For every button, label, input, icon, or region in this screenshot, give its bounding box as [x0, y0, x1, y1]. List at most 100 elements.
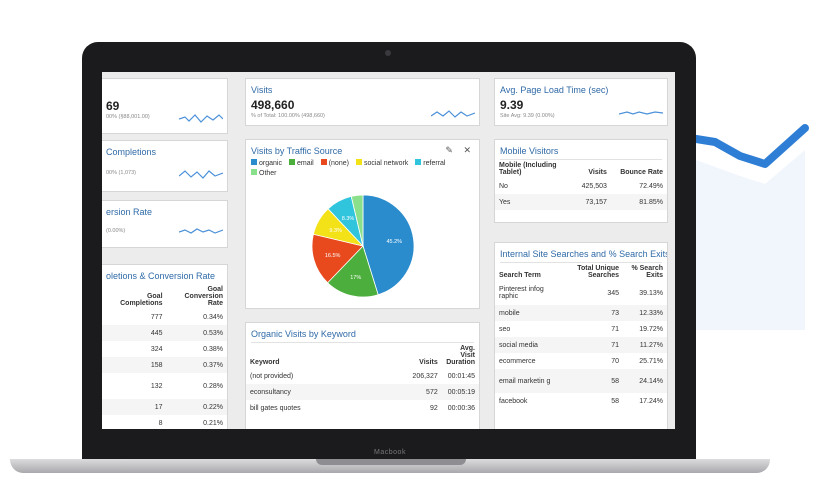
table-cell: email marketin g	[495, 369, 564, 393]
column-header: Visits	[419, 359, 438, 366]
table-cell: 8	[158, 419, 163, 427]
metric-card-3: ersion Rate (0.00%)	[102, 200, 228, 248]
laptop-base	[10, 459, 770, 473]
table-cell: 00:00:36	[447, 404, 475, 412]
legend-swatch	[355, 159, 362, 165]
table-cell: 70	[611, 357, 620, 365]
table-row: 445 0.53%	[102, 325, 227, 341]
traffic-source-card: Visits by Traffic Source ✎ ✕ organic emai…	[245, 139, 480, 309]
table-cell: 25.71%	[639, 357, 663, 365]
column-header: Goal Conversion Rate	[184, 286, 223, 307]
card-title: Internal Site Searches and % Search Exit…	[500, 249, 668, 259]
table-cell: 11.27%	[623, 337, 667, 353]
metric-value: 9.39	[500, 98, 524, 112]
pie-slice-none[interactable]	[311, 233, 364, 284]
legend-label: Other	[259, 170, 277, 177]
sparkline	[619, 111, 663, 115]
column-header: Mobile (Including Tablet)	[499, 162, 557, 176]
pencil-icon[interactable]: ✎	[445, 145, 453, 155]
pie-data-label: 45.2%	[386, 239, 402, 245]
pie-data-label: 8.3%	[342, 216, 355, 222]
divider	[500, 159, 662, 160]
goals-table-card: oletions & Conversion Rate Goal Completi…	[102, 264, 228, 429]
table-cell: 132	[150, 382, 163, 390]
table-cell: 00:01:45	[447, 372, 475, 380]
column-header: Goal Completions	[120, 293, 163, 307]
legend-swatch	[320, 159, 327, 165]
table-row: 324 0.38%	[102, 341, 227, 357]
table-row: 777 0.34%	[102, 309, 227, 325]
column-header: Total Unique Searches	[577, 265, 620, 279]
table-row: social media 71 11.27%	[495, 337, 667, 353]
card-title: Mobile Visitors	[500, 146, 559, 156]
table-cell: 572	[381, 384, 442, 400]
sparkline	[179, 114, 223, 123]
metric-card-2: Completions 00% (1,073)	[102, 140, 228, 192]
table-cell: 206,327	[412, 372, 438, 380]
visits-card: Visits 498,660 % of Total: 100.00% (498,…	[245, 78, 480, 126]
table-cell: 0.37%	[166, 357, 227, 373]
table-cell: ecommerce	[499, 357, 536, 365]
column-header: % Search Exits	[631, 265, 663, 279]
table-cell: (not provided)	[250, 372, 294, 380]
keywords-table: Keyword Visits Avg. Visit Duration (not …	[246, 343, 479, 416]
table-row: econsultancy 572 00:05:19	[246, 384, 479, 400]
table-cell: 17	[102, 399, 167, 415]
card-title: Completions	[106, 147, 157, 157]
table-cell: 71	[611, 325, 620, 333]
legend-item: referral	[415, 159, 446, 167]
analytics-dashboard: 69 00% (§88,001.00) Completions 00% (1,0…	[102, 72, 675, 429]
metric-subtext: 00% (§88,001.00)	[106, 114, 150, 120]
metric-subtext: Site Avg: 9.39 (0.00%)	[500, 113, 555, 119]
column-header: Avg. Visit Duration	[446, 345, 475, 366]
table-cell: 0.28%	[203, 382, 223, 390]
metric-subtext: % of Total: 100.00% (498,660)	[251, 113, 325, 119]
table-row: facebook 58 17.24%	[495, 393, 667, 409]
legend-label: referral	[423, 160, 446, 167]
table-cell: 324	[150, 345, 163, 353]
pie-data-label: 16.5%	[325, 253, 341, 259]
table-cell: bill gates quotes	[250, 404, 301, 412]
table-cell: seo	[499, 325, 511, 333]
table-cell: econsultancy	[246, 384, 382, 400]
table-cell: 73	[563, 305, 624, 321]
card-title: ersion Rate	[106, 207, 153, 217]
legend-item: (none)	[320, 159, 349, 167]
pie-slice-email[interactable]	[327, 245, 379, 298]
table-cell: 73,157	[574, 194, 611, 210]
card-title: Avg. Page Load Time (sec)	[500, 85, 609, 95]
table-row: seo 71 19.72%	[495, 321, 667, 337]
pie-slice-organic[interactable]	[362, 194, 415, 296]
column-header: Keyword	[250, 359, 280, 366]
table-row: bill gates quotes 92 00:00:36	[246, 400, 479, 416]
divider	[251, 342, 474, 343]
legend-item: email	[288, 159, 314, 167]
metric-card-1: 69 00% (§88,001.00)	[102, 78, 228, 134]
legend-swatch	[415, 159, 422, 165]
table-cell: 425,503	[581, 182, 607, 190]
table-cell: 12.33%	[623, 305, 667, 321]
table-row: Pinterest infog raphic 345 39.13%	[495, 281, 667, 305]
brand-label: Macbook	[374, 449, 406, 456]
sparkline	[179, 170, 223, 179]
table-cell: 00:05:19	[441, 384, 479, 400]
metric-value: 69	[106, 99, 120, 113]
pie-data-label: 17%	[350, 275, 361, 281]
pie-slice-other[interactable]	[350, 194, 364, 247]
table-cell: 17.24%	[639, 397, 663, 405]
close-icon[interactable]: ✕	[463, 145, 471, 155]
mobile-table: Mobile (Including Tablet) Visits Bounce …	[495, 160, 667, 210]
table-row: email marketin g 58 24.14%	[495, 369, 667, 393]
table-cell: 71	[563, 337, 624, 353]
table-cell: 0.34%	[203, 313, 223, 321]
load-time-card: Avg. Page Load Time (sec) 9.39 Site Avg:…	[494, 78, 668, 126]
site-search-card: Internal Site Searches and % Search Exit…	[494, 242, 668, 429]
table-cell: 39.13%	[639, 289, 663, 297]
table-cell: 777	[150, 313, 163, 321]
metric-value: 498,660	[251, 98, 295, 112]
legend-label: (none)	[328, 160, 349, 167]
legend-item: organic	[251, 159, 282, 167]
table-row: 158 0.37%	[102, 357, 227, 373]
